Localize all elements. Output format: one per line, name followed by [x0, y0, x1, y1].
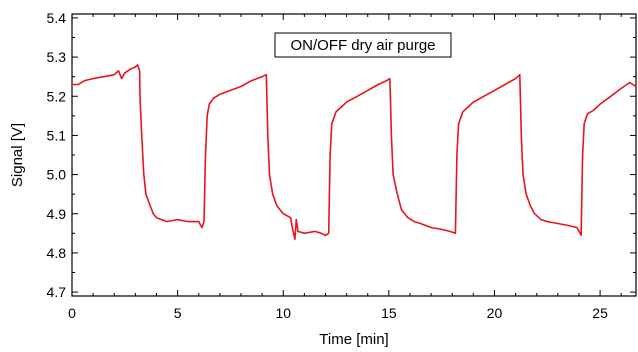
- x-tick-label: 15: [381, 305, 397, 321]
- annotation-box: ON/OFF dry air purge: [274, 32, 452, 58]
- x-tick-label: 5: [174, 305, 182, 321]
- y-tick-label: 5.1: [47, 127, 67, 143]
- x-tick-label: 0: [68, 305, 76, 321]
- x-tick-label: 10: [275, 305, 291, 321]
- y-tick-label: 5.3: [47, 49, 67, 65]
- y-tick-label: 5.4: [47, 10, 67, 26]
- y-tick-label: 4.9: [47, 206, 67, 222]
- y-axis-title: Signal [V]: [9, 123, 26, 187]
- x-tick-label: 20: [487, 305, 503, 321]
- y-tick-label: 4.7: [47, 284, 67, 300]
- y-tick-label: 5.0: [47, 167, 67, 183]
- annotation-text: ON/OFF dry air purge: [290, 37, 435, 54]
- y-tick-label: 4.8: [47, 245, 67, 261]
- y-tick-label: 5.2: [47, 88, 67, 104]
- axis-ticks: [71, 14, 636, 296]
- signal-series-line: [72, 64, 637, 240]
- x-tick-label: 25: [592, 305, 608, 321]
- annotation-frame: [274, 32, 452, 58]
- x-axis-title: Time [min]: [319, 331, 388, 348]
- axis-tick-labels: 0 5 10 15 20 25 4.7 4.8 4.9 5.0 5.1 5.2 5.3 5.4: [47, 10, 609, 321]
